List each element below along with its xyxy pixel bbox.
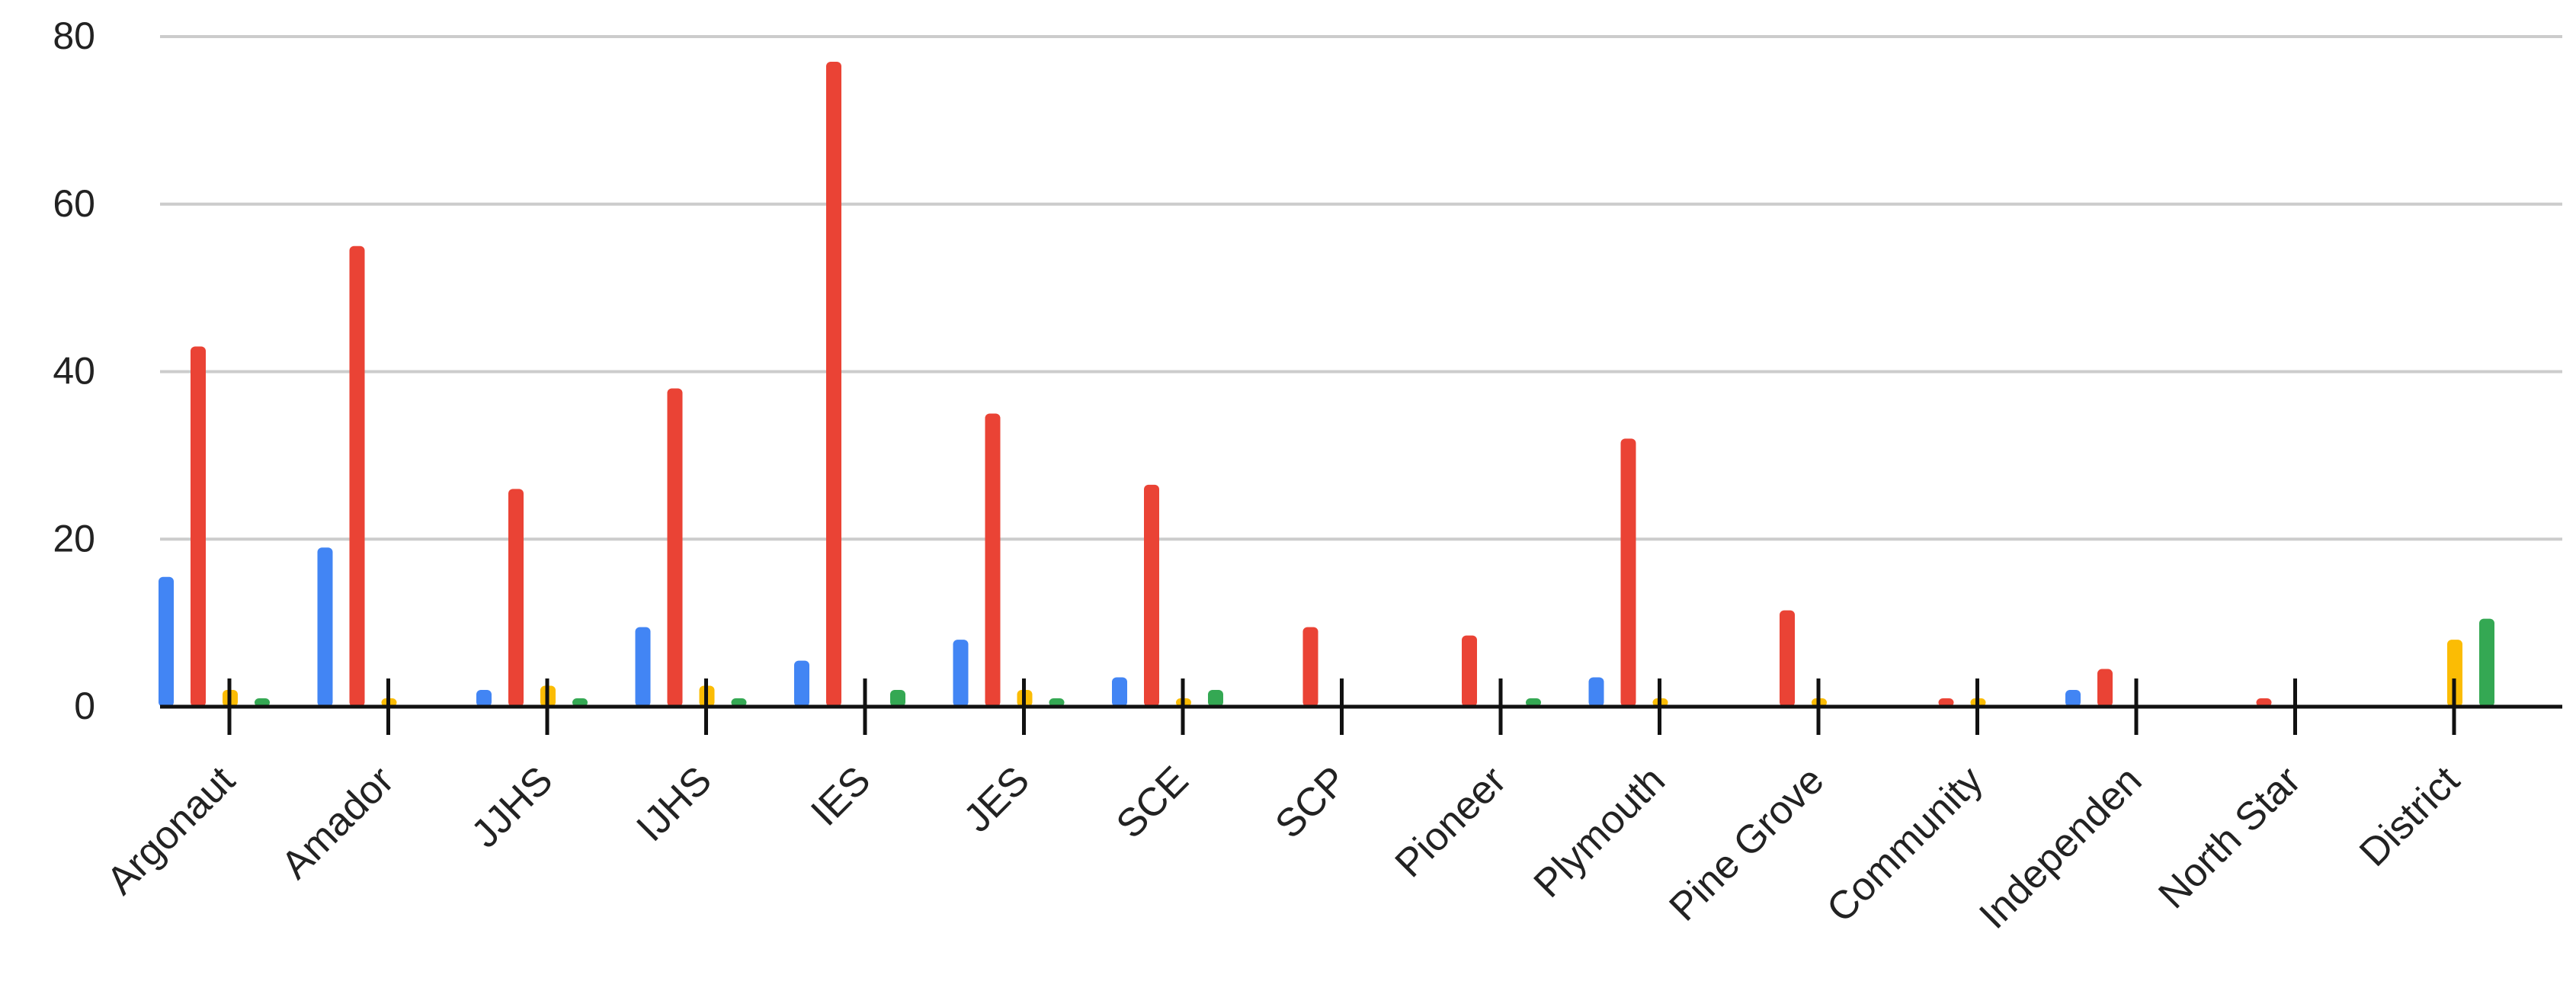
bar-jjhs-series-4 [572, 698, 588, 707]
x-tick-label: SCE [1108, 758, 1197, 847]
bar-jjhs-series-2 [508, 489, 524, 707]
bar-independen-series-1 [2065, 690, 2081, 707]
bar-scp-series-2 [1302, 627, 1318, 707]
x-tick-label: IES [803, 758, 879, 834]
y-axis-tick-labels: 0 20 40 60 80 [53, 14, 95, 727]
x-tick-label: JES [956, 758, 1038, 840]
y-tick-label: 0 [74, 685, 95, 727]
bar-sce-series-4 [1208, 690, 1223, 707]
bar-district-series-4 [2479, 618, 2494, 707]
bar-ies-series-4 [890, 690, 905, 707]
bar-amador-series-1 [317, 547, 333, 707]
x-axis [160, 678, 2562, 735]
bar-community-series-2 [1938, 698, 1954, 707]
bar-plymouth-series-1 [1588, 677, 1604, 707]
bar-amador-series-2 [349, 245, 365, 707]
y-tick-label: 60 [53, 182, 95, 225]
bar-pine-grove-series-2 [1780, 610, 1795, 707]
bar-plymouth-series-2 [1620, 438, 1636, 707]
bar-ies-series-1 [794, 660, 809, 707]
x-tick-label: North Star [2150, 758, 2309, 917]
bar-north-star-series-2 [2256, 698, 2272, 707]
x-tick-label: Independen [1971, 758, 2150, 937]
bar-jes-series-2 [985, 413, 1001, 707]
bar-independen-series-2 [2097, 669, 2113, 707]
bar-jjhs-series-1 [476, 690, 492, 707]
x-tick-label: IJHS [628, 758, 720, 850]
x-tick-label: Plymouth [1526, 758, 1674, 906]
y-tick-label: 40 [53, 350, 95, 393]
x-tick-label: JJHS [463, 758, 562, 856]
gridlines [160, 35, 2562, 541]
x-tick-label: Pine Grove [1661, 758, 1833, 929]
bar-sce-series-1 [1112, 677, 1127, 707]
bar-pioneer-series-4 [1526, 698, 1541, 707]
bars [159, 61, 2494, 707]
bar-argonaut-series-4 [255, 698, 270, 707]
bar-ijhs-series-4 [731, 698, 747, 707]
x-tick-label: SCP [1267, 758, 1356, 847]
bar-ies-series-2 [826, 61, 841, 707]
bar-ijhs-series-2 [667, 388, 683, 707]
bar-jes-series-4 [1049, 698, 1065, 707]
bar-sce-series-2 [1144, 484, 1159, 707]
bar-ijhs-series-1 [635, 627, 651, 707]
bar-argonaut-series-2 [191, 346, 206, 707]
x-tick-label: Pioneer [1387, 758, 1515, 886]
x-tick-label: Amador [273, 758, 402, 887]
x-tick-label: Argonaut [98, 758, 244, 903]
x-tick-label: District [2351, 758, 2469, 875]
bar-pioneer-series-2 [1462, 635, 1477, 707]
x-tick-label: Community [1818, 758, 1991, 931]
bar-jes-series-1 [953, 640, 969, 707]
x-axis-tick-labels: Argonaut Amador JJHS IJHS IES JES SCE SCP Pionee… [98, 758, 2469, 938]
bar-argonaut-series-1 [159, 576, 174, 707]
y-tick-label: 80 [53, 14, 95, 57]
y-tick-label: 20 [53, 517, 95, 560]
bar-district-series-3 [2447, 640, 2462, 707]
